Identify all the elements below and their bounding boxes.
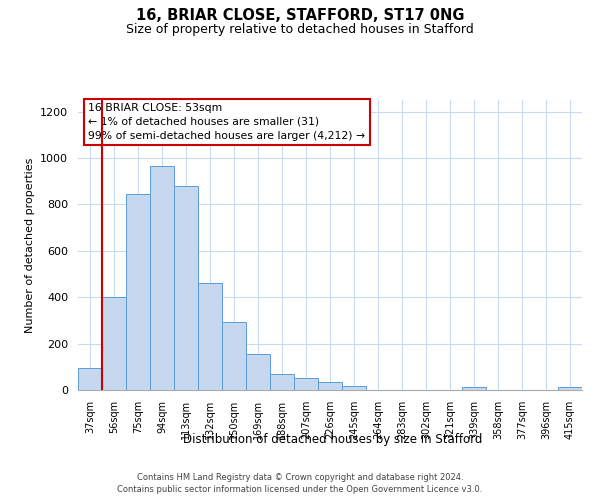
Text: 16, BRIAR CLOSE, STAFFORD, ST17 0NG: 16, BRIAR CLOSE, STAFFORD, ST17 0NG: [136, 8, 464, 22]
Text: 16 BRIAR CLOSE: 53sqm
← 1% of detached houses are smaller (31)
99% of semi-detac: 16 BRIAR CLOSE: 53sqm ← 1% of detached h…: [88, 103, 365, 141]
Bar: [78, 368, 102, 390]
Bar: [174, 186, 198, 390]
Bar: [462, 387, 486, 390]
Bar: [246, 354, 270, 390]
Bar: [294, 378, 318, 390]
Text: Distribution of detached houses by size in Stafford: Distribution of detached houses by size …: [184, 432, 482, 446]
Text: Contains public sector information licensed under the Open Government Licence v3: Contains public sector information licen…: [118, 485, 482, 494]
Bar: [318, 382, 342, 390]
Bar: [126, 194, 150, 390]
Y-axis label: Number of detached properties: Number of detached properties: [25, 158, 35, 332]
Bar: [222, 322, 246, 390]
Bar: [558, 387, 582, 390]
Bar: [150, 166, 174, 390]
Text: Contains HM Land Registry data © Crown copyright and database right 2024.: Contains HM Land Registry data © Crown c…: [137, 472, 463, 482]
Bar: [342, 386, 366, 390]
Bar: [270, 374, 294, 390]
Bar: [198, 284, 222, 390]
Text: Size of property relative to detached houses in Stafford: Size of property relative to detached ho…: [126, 22, 474, 36]
Bar: [102, 297, 126, 390]
